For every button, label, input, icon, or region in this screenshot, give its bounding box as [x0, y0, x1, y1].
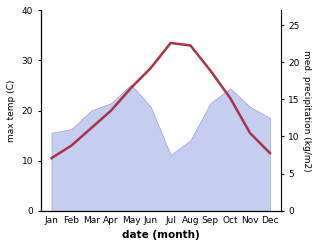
- Y-axis label: med. precipitation (kg/m2): med. precipitation (kg/m2): [302, 50, 311, 171]
- X-axis label: date (month): date (month): [122, 230, 200, 240]
- Y-axis label: max temp (C): max temp (C): [7, 79, 16, 142]
